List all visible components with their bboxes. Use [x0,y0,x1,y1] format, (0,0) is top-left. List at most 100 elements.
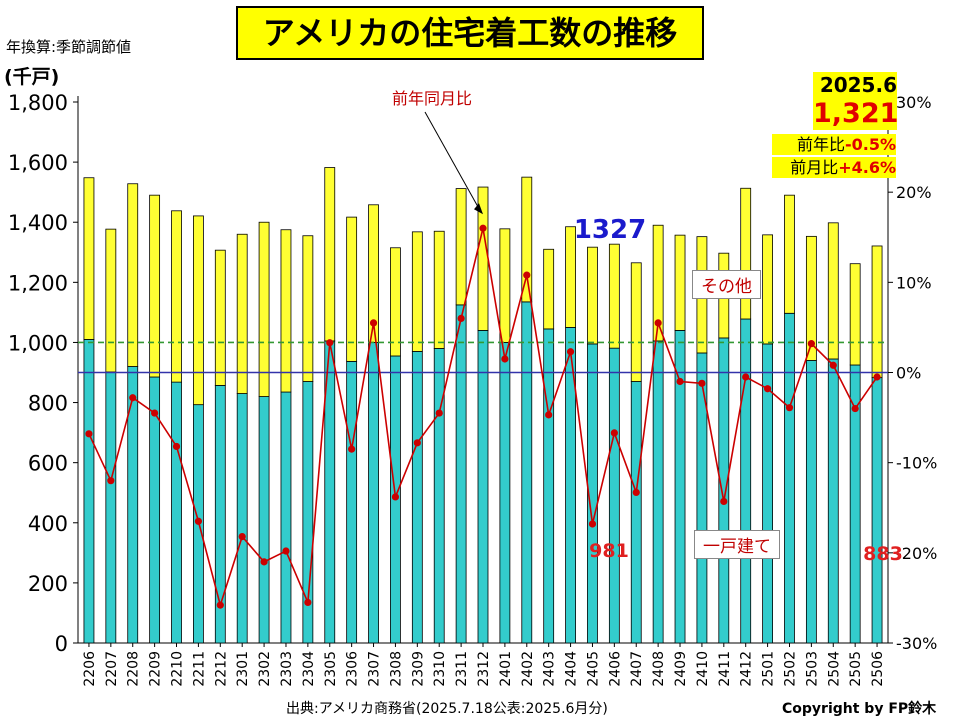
bar-single-family [411,351,423,644]
chart-title: アメリカの住宅着工数の推移 [236,6,704,60]
yoy-point [348,445,356,453]
bar-other [171,210,182,383]
bar-other [543,248,555,330]
callout-date: 2025.6 [819,73,897,97]
x-tick-label: 2307 [367,651,383,687]
bar-other [565,226,576,328]
annotation-layer: 前年同月比 1327 981 883 [392,89,903,565]
yoy-point [172,442,181,451]
yoy-point [216,601,224,609]
bar-single-family [784,312,795,644]
yoy-point [873,373,881,381]
yoy-point [238,533,246,541]
yoy-point [742,373,750,381]
bar-other [127,183,139,367]
yoy-point [260,558,268,566]
yoy-point [435,409,443,417]
y-tick-label: 0 [55,632,68,656]
bar-other [740,187,752,320]
y2-tick-label: 0% [896,364,921,383]
callout-mom-label: 前月比 [790,158,839,177]
bar-single-family [740,318,752,644]
bar-single-family [718,337,730,644]
x-tick-label: 2206 [82,651,98,687]
bar-single-family [368,342,379,644]
yoy-arrow-label: 前年同月比 [392,89,472,108]
x-tick-label: 2306 [345,651,361,687]
yoy-point [413,439,421,447]
callout-yoy-label: 前年比 [796,135,845,154]
bar-other [193,215,204,406]
callout-yoy: 前年比-0.5% [772,134,896,155]
x-tick-label: 2403 [542,651,558,687]
yoy-point [807,340,815,348]
y-tick-label: 800 [28,392,68,416]
bar-single-family [871,377,883,644]
bar-other [346,216,358,362]
latest-callout: 2025.6 1,321 [813,72,898,130]
bar-other [762,234,773,345]
yoy-point [194,517,203,525]
yoy-point [698,379,706,387]
bar-other [324,167,336,342]
bar-single-family [455,304,467,644]
yoy-arrow-head [474,203,483,215]
x-tick-label: 2504 [826,651,842,687]
bar-other [630,262,642,382]
x-tick-label: 2312 [476,651,492,687]
y2-tick-label: 30% [896,93,932,112]
bar-other [849,263,861,366]
x-tick-label: 2303 [279,651,295,687]
x-tick-label: 2409 [673,651,689,687]
y-tick-label: 200 [28,572,68,596]
yoy-point [107,477,115,485]
bar-other [784,194,795,314]
x-tick-label: 2302 [257,651,273,687]
bar-single-family [433,348,445,644]
bar-other [608,243,620,349]
yoy-point [282,547,290,555]
bar-single-family [630,381,642,644]
y-tick-label: 1,200 [8,271,68,295]
x-tick-label: 2411 [717,651,733,687]
bar-other [805,235,817,361]
bar-single-family [280,391,292,644]
yoy-point [523,271,531,279]
yoy-point [304,598,312,607]
x-tick-label: 2211 [191,651,207,687]
callout-mom: 前月比+4.6% [772,157,896,178]
yoy-point [610,429,618,437]
bar-single-family [171,381,182,644]
yoy-point [829,361,837,369]
x-tick-label: 2501 [761,651,777,687]
bar-single-family [105,371,117,644]
x-tick-label: 2309 [410,651,426,687]
yoy-point [851,404,859,413]
x-tick-label: 2212 [213,651,229,687]
y-tick-label: 600 [28,452,68,476]
y-tick-label: 1,600 [8,151,68,175]
bar-single-family [827,358,839,644]
bar-single-family [477,330,489,644]
bar-other [652,224,664,342]
bar-single-family [608,347,620,644]
yoy-point [326,339,334,347]
x-tick-label: 2310 [432,651,448,687]
bar-other [674,234,686,331]
yoy-point [566,348,575,356]
yoy-point [676,377,684,386]
other-legend-box: その他 [692,270,761,299]
bar-other [258,221,270,397]
x-tick-label: 2401 [498,651,514,687]
y-tick-label: 1,000 [8,331,68,355]
bar-single-family [696,352,708,644]
yoy-point [479,224,487,232]
yoy-point [501,355,509,363]
x-tick-label: 2208 [126,651,142,687]
yoy-point [391,493,400,501]
bar-single-family [83,339,95,644]
copyright-note: Copyright by FP鈴木 [782,701,937,717]
bar-other [499,228,511,343]
